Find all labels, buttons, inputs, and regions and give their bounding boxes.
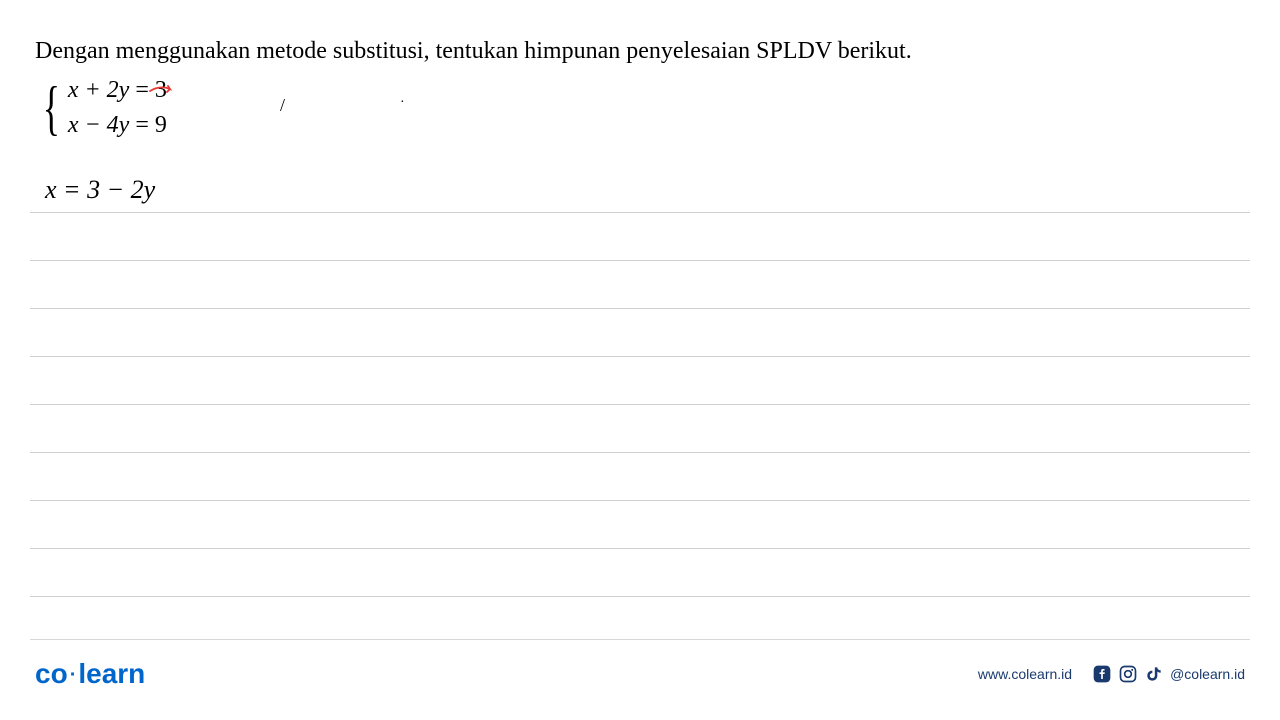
equation-system: { x + 2y = 3 x − 4y = 9	[37, 77, 1250, 139]
tiktok-icon	[1144, 664, 1164, 684]
equations-container: x + 2y = 3 x − 4y = 9	[68, 77, 167, 139]
notebook-line	[30, 309, 1250, 357]
notebook-line	[30, 501, 1250, 549]
red-annotation-mark	[148, 75, 178, 87]
stray-dot: ·	[400, 95, 405, 111]
handwritten-solution: x = 3 − 2y	[45, 175, 155, 205]
facebook-icon	[1092, 664, 1112, 684]
notebook-line	[30, 453, 1250, 501]
equation-2: x − 4y = 9	[68, 112, 167, 139]
notebook-line	[30, 261, 1250, 309]
notebook-line	[30, 357, 1250, 405]
footer-divider	[30, 639, 1250, 640]
notebook-line	[30, 549, 1250, 597]
website-url: www.colearn.id	[978, 666, 1072, 682]
notebook-line: x = 3 − 2y	[30, 165, 1250, 213]
social-icons: @colearn.id	[1092, 664, 1245, 684]
footer-right: www.colearn.id @colearn.id	[978, 664, 1245, 684]
left-brace: {	[43, 81, 60, 135]
footer: co·learn www.colearn.id	[0, 658, 1280, 690]
instagram-icon	[1118, 664, 1138, 684]
notebook-lines: x = 3 − 2y	[30, 165, 1250, 597]
brand-logo: co·learn	[35, 658, 145, 690]
content-area: Dengan menggunakan metode substitusi, te…	[0, 0, 1280, 139]
question-text: Dengan menggunakan metode substitusi, te…	[35, 35, 1250, 69]
notebook-line	[30, 405, 1250, 453]
equation-1: x + 2y = 3	[68, 77, 167, 104]
social-handle: @colearn.id	[1170, 666, 1245, 682]
notebook-line	[30, 213, 1250, 261]
stray-mark: /	[280, 95, 285, 116]
